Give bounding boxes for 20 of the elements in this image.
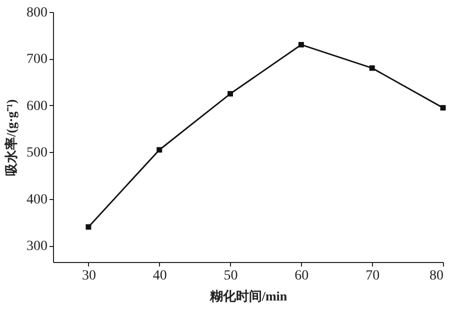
point [86,224,92,230]
point [156,147,162,153]
point [228,91,234,97]
y-tick-label: 500 [26,146,48,161]
point [298,42,304,48]
y-tick-label: 400 [26,192,48,208]
x-tick-label: 30 [82,268,96,284]
y-tick-label: 300 [26,239,48,254]
y-tick-label: 700 [26,52,48,68]
point [440,105,446,111]
x-tick-label: 50 [224,268,238,284]
x-tick-label: 60 [294,268,309,284]
x-axis-title: 糊化时间/min [208,288,288,304]
y-tick-label: 600 [26,98,48,114]
y-axis-title: 吸水率/(g·g⁻¹) [4,99,18,176]
x-tick-label: 80 [430,268,444,284]
x-tick-label: 70 [366,268,380,284]
x-tick-label: 40 [152,268,167,284]
y-tick-label: 800 [26,6,48,20]
point [369,65,375,71]
